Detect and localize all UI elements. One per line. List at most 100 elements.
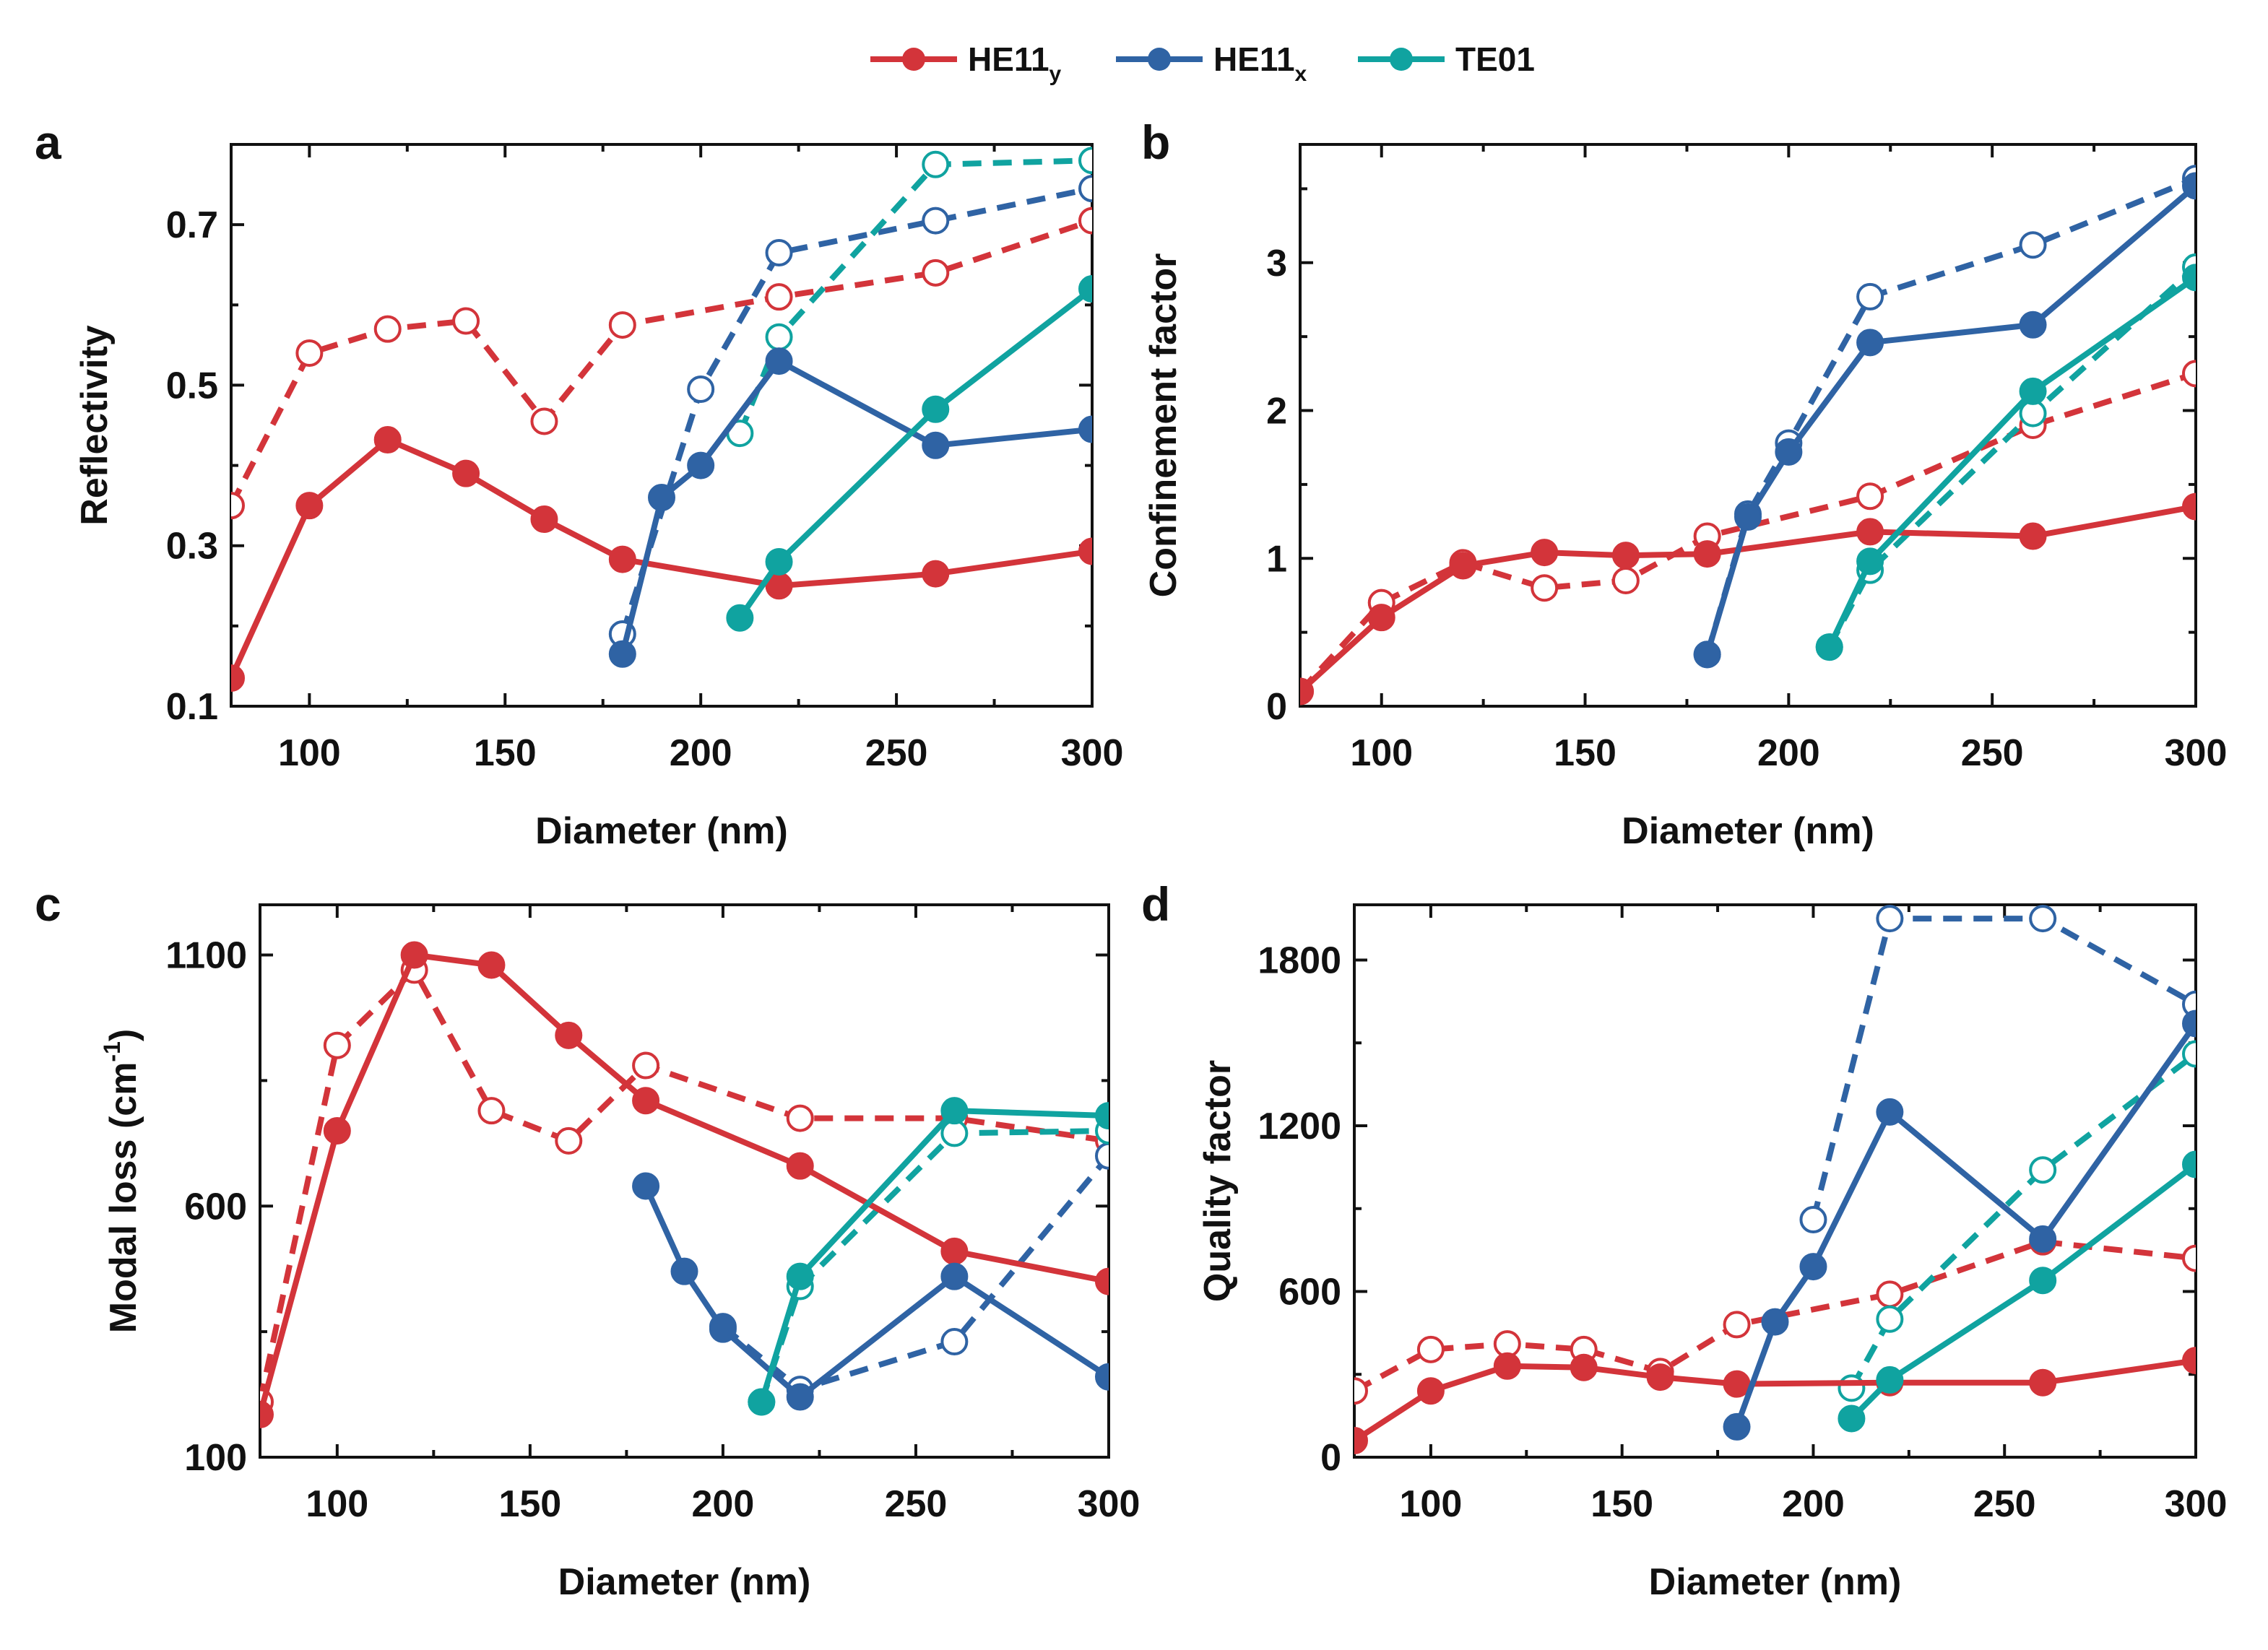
- data-point: [373, 426, 402, 454]
- data-point: [1723, 1412, 1751, 1441]
- series-te01-dashed: [726, 147, 1092, 448]
- data-point: [1367, 604, 1395, 632]
- legend-label: HE11x: [1213, 40, 1307, 86]
- series-te01-dashed: [1815, 253, 2196, 661]
- data-point: [231, 492, 245, 520]
- data-point: [1799, 1253, 1827, 1281]
- legend-label-base: HE11: [968, 40, 1049, 78]
- y-tick-label: 0: [1266, 686, 1287, 728]
- data-point: [1095, 1142, 1109, 1170]
- data-point: [1856, 282, 1884, 311]
- panel-d: d 100 150 200 250 300 0 600 1200 1800 Diameter (nm…: [1141, 877, 2227, 1603]
- series-te01-solid: [748, 1097, 1109, 1416]
- data-point: [2029, 905, 2057, 933]
- data-point: [2182, 1150, 2196, 1178]
- series-te01-solid: [1815, 264, 2196, 661]
- data-point: [922, 259, 950, 287]
- data-point: [940, 1097, 969, 1125]
- series-he11x-solid: [1693, 172, 2196, 669]
- data-point: [555, 1021, 583, 1049]
- series-line: [1704, 183, 2196, 656]
- y-tick-label: 100: [184, 1437, 247, 1479]
- data-point: [1876, 1305, 1904, 1333]
- data-point: [2182, 1244, 2196, 1272]
- series-line: [737, 286, 1092, 620]
- data-point: [1838, 1404, 1866, 1433]
- data-point: [1354, 1427, 1368, 1455]
- series-line: [1827, 264, 2196, 648]
- data-point: [1300, 677, 1314, 705]
- series-he11y-solid: [260, 941, 1109, 1428]
- series-line: [758, 1108, 1109, 1403]
- y-axis-title-superscript: -1: [99, 1041, 125, 1061]
- series-line: [1849, 1162, 2196, 1421]
- data-point: [786, 1383, 814, 1411]
- data-point: [922, 560, 950, 588]
- data-point: [2029, 1267, 2057, 1295]
- data-point: [1761, 1308, 1789, 1336]
- data-point: [940, 1119, 969, 1147]
- panel-letter: b: [1141, 116, 1170, 169]
- data-point: [323, 1031, 351, 1059]
- data-point: [632, 1051, 660, 1080]
- plot-frame: [230, 143, 1094, 708]
- data-point: [1354, 1377, 1368, 1405]
- x-tick-label: 150: [498, 1483, 561, 1525]
- data-point: [1876, 905, 1904, 933]
- x-tick-label: 300: [1078, 1483, 1141, 1525]
- series-he11x-solid: [1723, 1009, 2196, 1441]
- series-he11y-dashed: [260, 956, 1109, 1416]
- data-point: [1078, 147, 1092, 175]
- x-tick-label: 250: [1973, 1483, 2036, 1525]
- x-tick-label: 300: [1061, 732, 1124, 774]
- data-point: [1799, 1206, 1827, 1234]
- data-point: [632, 1172, 660, 1200]
- series-he11y-solid: [1300, 492, 2196, 705]
- data-point: [2182, 1040, 2196, 1068]
- y-axis-title: Confinement factor: [1143, 253, 1185, 598]
- x-tick-label: 100: [1350, 732, 1413, 774]
- series-line: [1827, 275, 2196, 648]
- data-point: [1611, 542, 1640, 570]
- series-he11y-dashed: [231, 207, 1092, 520]
- series-line: [619, 186, 1092, 635]
- plot-area: [260, 941, 1109, 1428]
- x-tick-label: 200: [1757, 732, 1820, 774]
- y-axis-title-end: ): [103, 1029, 144, 1041]
- data-point: [765, 239, 793, 267]
- panel-letter: a: [35, 116, 62, 169]
- data-point: [2029, 1368, 2057, 1397]
- data-point: [2029, 1156, 2057, 1184]
- data-point: [687, 451, 715, 479]
- data-point: [709, 1315, 737, 1343]
- y-tick-label: 0.5: [166, 365, 218, 407]
- panel-a: a 100 150 200 250 300 0.1 0.3 0.5 0.7 Diameter (nm…: [35, 116, 1123, 852]
- y-tick-label: 600: [184, 1186, 247, 1228]
- panel-letter: c: [35, 877, 61, 931]
- data-point: [1078, 537, 1092, 565]
- data-point: [726, 604, 754, 632]
- data-point: [2019, 231, 2047, 259]
- data-point: [922, 395, 950, 423]
- data-point: [1856, 518, 1884, 546]
- y-tick-label: 1100: [165, 935, 247, 977]
- x-tick-label: 100: [306, 1483, 368, 1525]
- x-tick-label: 200: [692, 1483, 755, 1525]
- y-tick-label: 3: [1266, 243, 1287, 285]
- data-point: [1416, 1377, 1445, 1405]
- data-point: [1815, 633, 1843, 661]
- series-he11y-dashed: [1300, 360, 2196, 705]
- data-point: [786, 1152, 814, 1180]
- data-point: [1693, 540, 1721, 568]
- x-axis-title: Diameter (nm): [1649, 1561, 1902, 1603]
- x-tick-label: 250: [1961, 732, 2024, 774]
- data-point: [477, 1097, 506, 1125]
- data-point: [765, 323, 793, 351]
- data-point: [1693, 641, 1721, 669]
- data-point: [1531, 574, 1559, 602]
- series-line: [1300, 503, 2196, 694]
- data-point: [1646, 1363, 1674, 1391]
- y-axis-title-main: Modal loss (cm: [103, 1062, 144, 1334]
